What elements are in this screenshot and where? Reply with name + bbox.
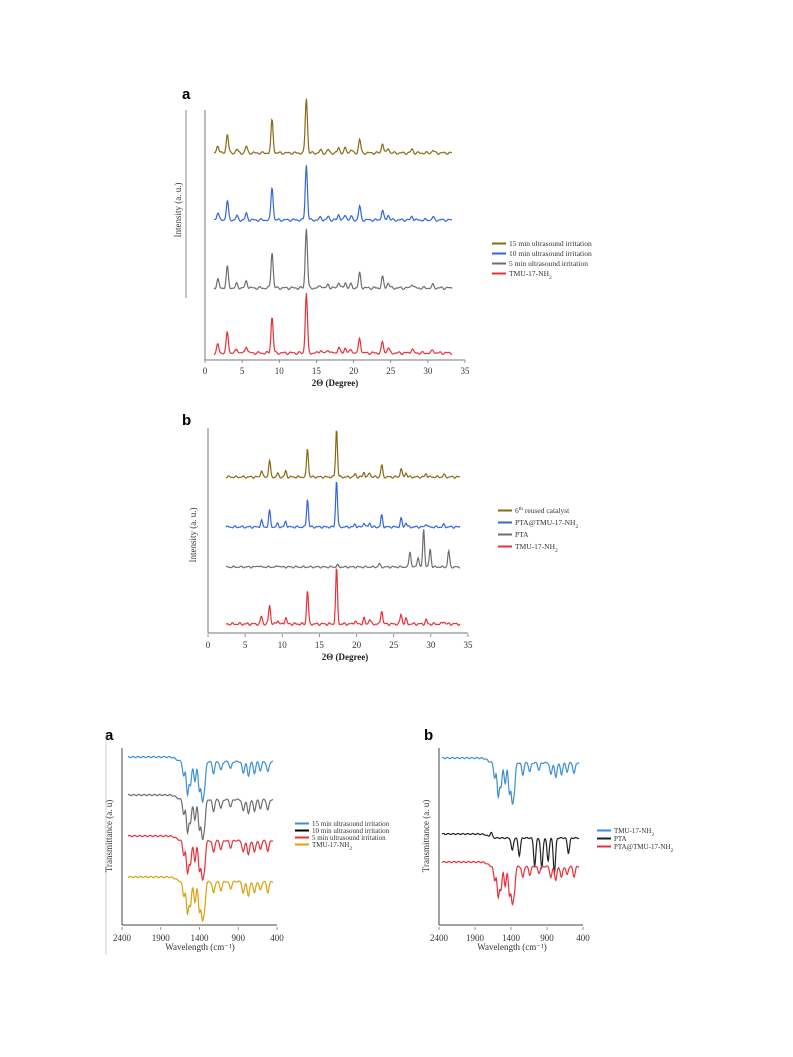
series-line-2	[213, 228, 453, 291]
legend-entry: TMU-17-NH2	[515, 542, 558, 554]
legend-entry: TMU-17-NH2	[312, 841, 352, 852]
legend-entry: PTA@TMU-17-NH2	[515, 518, 578, 530]
legend-entry: TMU-17-NH2	[614, 827, 654, 838]
legend-entry: PTA	[515, 530, 529, 539]
x-tick-label: 25	[389, 640, 399, 650]
series-line-3	[225, 568, 461, 627]
series-group	[213, 98, 453, 356]
x-tick-label: 400	[270, 933, 284, 943]
xrd-chart-a: a 0 5 10 15 20 25 30 35 2Θ (Degree) Intensity (…	[173, 86, 592, 388]
legend-entry: PTA	[614, 835, 627, 843]
series-line-1	[127, 793, 274, 841]
x-tick-label: 5	[243, 640, 248, 650]
series-line-2	[441, 860, 579, 906]
legend-entry: 5 min ultrasound irritation	[509, 259, 588, 268]
series-line-1	[441, 831, 580, 876]
x-tick-label: 20	[352, 640, 362, 650]
series-line-2	[127, 834, 274, 881]
series-group	[127, 755, 274, 923]
x-axis-label: 2Θ (Degree)	[322, 652, 369, 662]
ftir-chart-a: a 2400 1900 1400 900 400 Wavelength (cm⁻¹) T…	[104, 727, 390, 955]
x-axis-label: 2Θ (Degree)	[312, 378, 359, 388]
x-tick-label: 900	[232, 933, 246, 943]
x-axis-label: Wavelength (cm⁻¹)	[477, 942, 546, 952]
x-tick-label: 30	[423, 366, 433, 376]
x-tick-label: 20	[349, 366, 359, 376]
x-tick-label: 10	[278, 640, 288, 650]
legend-entry: 6th reused catalyst	[515, 506, 570, 515]
x-tick-label: 400	[576, 933, 590, 943]
series-line-0	[225, 430, 460, 479]
x-tick-label: 2400	[430, 933, 449, 943]
series-group	[441, 756, 580, 906]
x-tick-label: 35	[461, 366, 471, 376]
x-ticks: 2400 1900 1400 900 400	[430, 927, 590, 943]
panel-letter-ftir-a: a	[105, 727, 114, 744]
legend-entry: TMU-17-NH2	[509, 269, 552, 281]
y-axis-label: Intensity (a. u.)	[173, 183, 183, 238]
x-tick-label: 5	[240, 366, 245, 376]
x-tick-label: 15	[312, 366, 322, 376]
ftir-chart-b: b 2400 1900 1400 900 400 Wavelength (cm⁻¹) T…	[421, 727, 673, 952]
y-axis-label: Intensity (a. u.)	[188, 508, 198, 563]
series-line-3	[127, 875, 273, 923]
legend-entry: PTA@TMU-17-NH2	[614, 843, 673, 854]
legend-entry: 15 min ultrasound irritation	[312, 820, 390, 828]
series-group	[225, 430, 461, 627]
x-tick-label: 1400	[502, 933, 521, 943]
panel-letter-xrd-a: a	[182, 86, 191, 103]
series-line-0	[441, 756, 580, 805]
x-ticks: 2400 1900 1400 900 400	[113, 927, 284, 943]
series-line-2	[225, 529, 460, 569]
series-line-1	[213, 165, 453, 223]
x-tick-label: 15	[315, 640, 325, 650]
x-tick-label: 0	[203, 366, 208, 376]
x-ticks: 0 5 10 15 20 25 30 35	[203, 360, 470, 376]
x-tick-label: 1400	[191, 933, 210, 943]
series-line-0	[127, 755, 274, 804]
series-line-1	[225, 481, 461, 529]
x-tick-label: 900	[540, 933, 554, 943]
x-tick-label: 10	[275, 366, 285, 376]
x-tick-label: 2400	[113, 933, 132, 943]
legend-entry: 15 min ultrasound irritation	[509, 239, 592, 248]
x-tick-label: 25	[386, 366, 396, 376]
panel-letter-xrd-b: b	[182, 412, 191, 429]
xrd-chart-b: b 0 5 10 15 20 25 30 35 2Θ (Degree) Intensity (…	[182, 412, 578, 662]
y-axis-label: Transmittance (a. u)	[104, 800, 114, 872]
x-tick-label: 1900	[152, 933, 171, 943]
legend-entry: 10 min ultrasound irritation	[509, 249, 592, 258]
panel-letter-ftir-b: b	[424, 727, 433, 744]
x-axis-label: Wavelength (cm⁻¹)	[165, 942, 234, 952]
x-ticks: 0 5 10 15 20 25 30 35	[206, 634, 473, 650]
y-axis-label: Transmittance (a. u)	[421, 800, 431, 872]
x-tick-label: 30	[426, 640, 436, 650]
x-tick-label: 1900	[466, 933, 485, 943]
series-line-3	[214, 293, 453, 356]
series-line-0	[213, 98, 453, 156]
x-tick-label: 0	[206, 640, 211, 650]
legend-entry: 10 min ultrasound irritation	[312, 827, 390, 835]
x-tick-label: 35	[464, 640, 474, 650]
legend-entry: 5 min ultrasound irritation	[312, 834, 386, 842]
